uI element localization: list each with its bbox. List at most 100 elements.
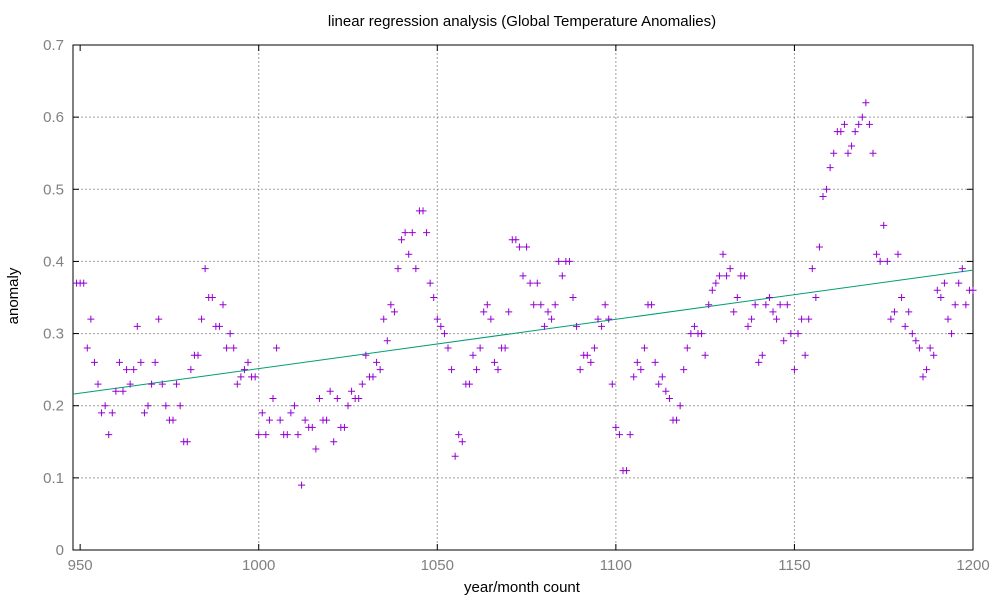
- data-point: [258, 409, 266, 417]
- data-point: [798, 315, 806, 323]
- data-point: [687, 330, 695, 338]
- data-point: [708, 286, 716, 294]
- data-point: [430, 294, 438, 301]
- data-point: [144, 402, 152, 410]
- data-point: [369, 373, 377, 381]
- data-point: [451, 452, 459, 460]
- data-point: [251, 373, 259, 381]
- data-point: [715, 272, 723, 280]
- data-point: [448, 366, 456, 374]
- data-point: [155, 315, 163, 323]
- data-point: [555, 257, 563, 265]
- data-point: [812, 294, 820, 301]
- data-point: [823, 185, 831, 193]
- data-point: [969, 286, 977, 294]
- x-tick-label: 1200: [956, 557, 989, 574]
- data-point: [612, 423, 620, 431]
- data-point: [326, 387, 334, 395]
- data-point: [269, 395, 277, 402]
- data-point: [333, 395, 341, 402]
- data-point: [515, 243, 523, 251]
- data-point: [105, 431, 113, 439]
- data-point: [298, 481, 306, 489]
- y-axis-ticks: 0 0.1 0.2 0.3 0.4 0.5 0.6 0.7: [43, 37, 973, 559]
- data-point: [330, 438, 338, 446]
- y-tick-label: 0.1: [43, 470, 64, 487]
- data-point: [830, 149, 838, 157]
- data-point: [898, 294, 906, 301]
- data-point: [398, 236, 406, 244]
- data-point: [140, 409, 148, 417]
- data-point: [405, 250, 413, 258]
- data-point: [894, 250, 902, 258]
- data-point: [844, 149, 852, 157]
- data-point: [487, 315, 495, 323]
- data-point: [262, 431, 270, 439]
- data-point: [858, 113, 866, 121]
- data-point: [201, 265, 209, 273]
- data-point: [930, 351, 938, 359]
- data-point: [465, 380, 473, 388]
- data-point: [712, 279, 720, 287]
- data-point: [490, 358, 498, 366]
- x-tick-label: 1150: [778, 557, 810, 574]
- data-point: [126, 380, 134, 388]
- data-point: [587, 358, 595, 366]
- data-point: [890, 308, 898, 316]
- data-points: [73, 99, 977, 489]
- data-point: [148, 380, 156, 388]
- x-axis-ticks: 950 1000 1050 1100 1150 1200: [68, 45, 990, 574]
- data-point: [455, 431, 463, 439]
- y-tick-label: 0.3: [43, 326, 64, 343]
- data-point: [569, 294, 577, 301]
- regression-line: [72, 269, 974, 395]
- data-point: [915, 344, 923, 352]
- data-point: [751, 301, 759, 309]
- data-point: [362, 351, 370, 359]
- data-point: [673, 416, 681, 424]
- data-point: [576, 366, 584, 374]
- data-point: [540, 322, 548, 330]
- data-point: [590, 344, 598, 352]
- data-point: [819, 193, 827, 200]
- data-point: [437, 322, 445, 330]
- data-point: [723, 272, 731, 280]
- data-point: [608, 380, 616, 388]
- x-tick-label: 1000: [242, 557, 275, 574]
- data-point: [537, 301, 545, 309]
- data-point: [851, 128, 859, 136]
- data-point: [658, 373, 666, 381]
- data-point: [740, 272, 748, 280]
- data-point: [755, 358, 763, 366]
- data-point: [787, 330, 795, 338]
- data-point: [223, 344, 231, 352]
- data-point: [208, 294, 216, 301]
- data-point: [905, 308, 913, 316]
- data-point: [480, 308, 488, 316]
- data-point: [955, 279, 963, 287]
- data-point: [626, 431, 634, 439]
- y-tick-label: 0.5: [43, 181, 64, 198]
- data-point: [394, 265, 402, 273]
- data-point: [123, 366, 131, 374]
- data-point: [808, 265, 816, 273]
- grid: [73, 45, 973, 550]
- data-point: [698, 330, 706, 338]
- data-point: [426, 279, 434, 287]
- chart-title: linear regression analysis (Global Tempe…: [328, 13, 716, 30]
- data-point: [680, 366, 688, 374]
- data-point: [958, 265, 966, 273]
- data-point: [637, 366, 645, 374]
- data-point: [519, 272, 527, 280]
- y-tick-label: 0.2: [43, 398, 64, 415]
- data-point: [648, 301, 656, 309]
- data-point: [276, 416, 284, 424]
- data-point: [233, 380, 241, 388]
- data-point: [801, 351, 809, 359]
- data-point: [176, 402, 184, 410]
- data-point: [183, 438, 191, 446]
- x-tick-label: 950: [68, 557, 93, 574]
- data-point: [776, 301, 784, 309]
- data-point: [876, 257, 884, 265]
